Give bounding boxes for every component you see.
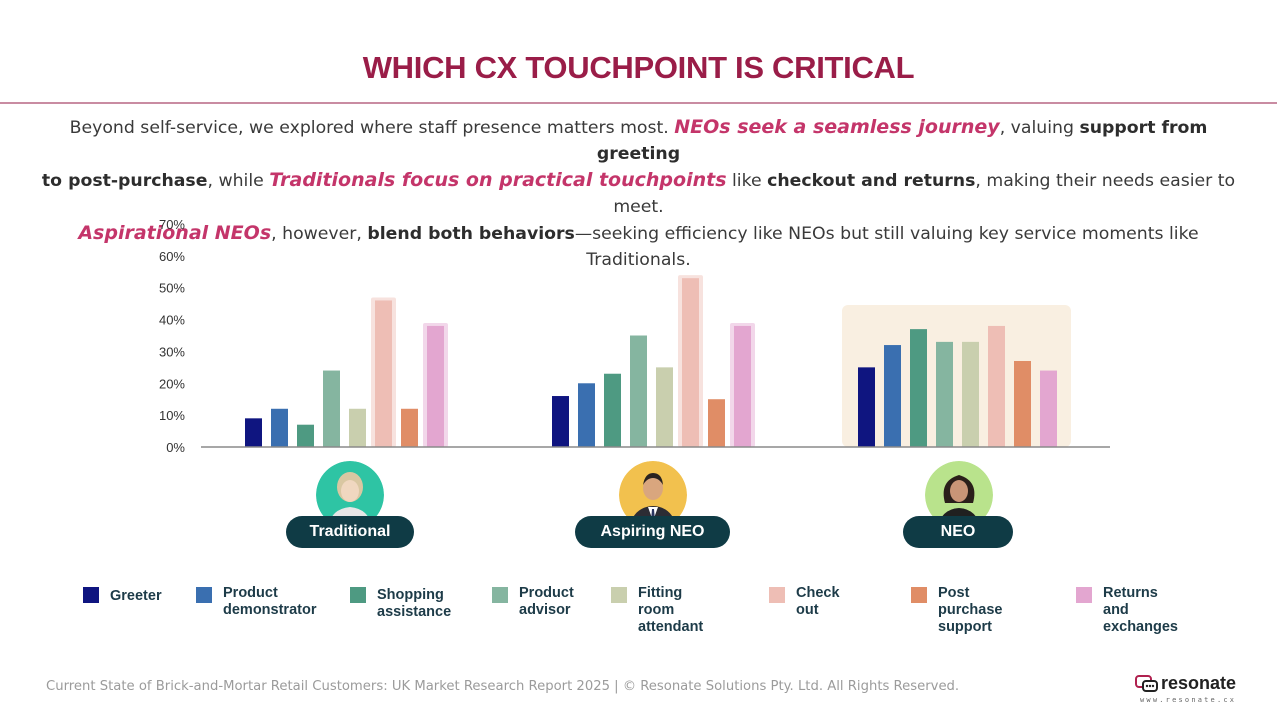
y-tick-label: 40% [159, 313, 185, 328]
y-tick-label: 30% [159, 344, 185, 359]
segment-label-aspiring-neo: Aspiring NEO [575, 516, 730, 548]
intro-text: Beyond self-service, we explored where s… [41, 116, 1236, 270]
y-tick-label: 70% [159, 217, 185, 232]
bar [401, 408, 418, 447]
bar [1040, 370, 1057, 447]
y-tick-label: 50% [159, 281, 185, 296]
bar [656, 367, 673, 447]
logo-url: www.resonate.cx [1140, 696, 1237, 704]
bar [271, 408, 288, 447]
y-tick-label: 10% [159, 408, 185, 423]
bar [910, 329, 927, 447]
bar [858, 367, 875, 447]
legend-label: Returns and exchanges [1103, 585, 1178, 635]
bar [427, 325, 444, 447]
legend-label: Product advisor [519, 585, 574, 618]
legend-swatch [350, 587, 366, 603]
bar [884, 345, 901, 447]
title-divider [0, 102, 1277, 104]
segment-label-traditional: Traditional [286, 516, 414, 548]
bar [936, 341, 953, 447]
y-tick-label: 0% [166, 440, 185, 455]
y-tick-label: 20% [159, 376, 185, 391]
legend-swatch [492, 587, 508, 603]
bar [578, 383, 595, 447]
bar [962, 341, 979, 447]
legend-swatch [911, 587, 927, 603]
legend-label: Post purchase support [938, 585, 1003, 635]
bar [630, 335, 647, 447]
bar [682, 278, 699, 447]
legend-swatch [83, 587, 99, 603]
legend-swatch [1076, 587, 1092, 603]
bar [552, 396, 569, 447]
legend-label: Fitting room attendant [638, 585, 704, 635]
bar [708, 399, 725, 447]
highlight-panel-neo [842, 305, 1071, 447]
legend-swatch [196, 587, 212, 603]
bar [375, 300, 392, 447]
bar-chart: 0% 10% 20% 30% 40% 50% 60% 70% [159, 217, 1110, 455]
bar [734, 325, 751, 447]
legend-swatch [769, 587, 785, 603]
bar [988, 325, 1005, 447]
bar [1014, 360, 1031, 447]
legend-label: Shopping assistance [377, 587, 452, 620]
legend-label: Product demonstrator [223, 585, 317, 618]
bar [323, 370, 340, 447]
bar [297, 424, 314, 447]
bar [349, 408, 366, 447]
segment-label-neo: NEO [903, 516, 1013, 548]
bar [245, 418, 262, 447]
legend-label: Greeter [110, 588, 162, 604]
logo-wordmark: resonate [1161, 673, 1237, 693]
footer-copyright: Current State of Brick-and-Mortar Retail… [46, 679, 960, 694]
legend-label: Check out [796, 585, 840, 618]
bar [604, 373, 621, 447]
y-tick-label: 60% [159, 249, 185, 264]
chat-bubble-icon [1135, 675, 1158, 692]
page-title: WHICH CX TOUCHPOINT IS CRITICAL [362, 50, 915, 85]
legend-swatch [611, 587, 627, 603]
